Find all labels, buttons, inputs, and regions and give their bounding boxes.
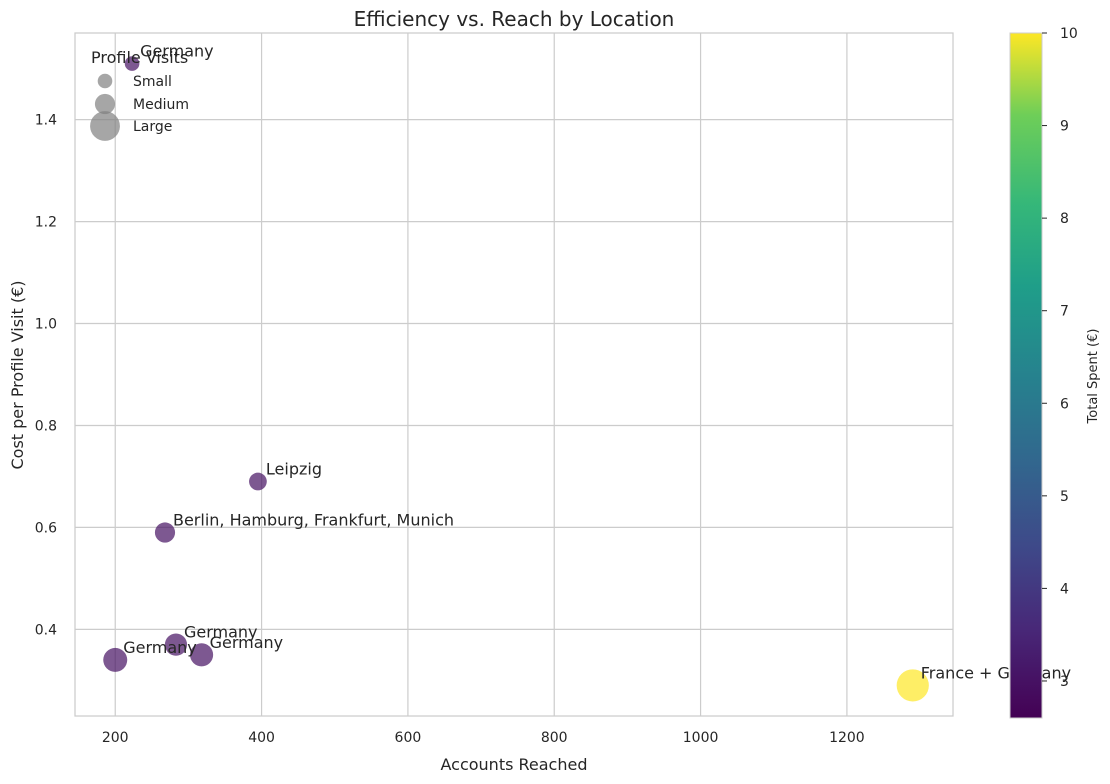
colorbar-tick-label: 8 (1060, 211, 1069, 227)
plot-frame (74, 32, 954, 717)
y-tick-label: 1.4 (35, 113, 57, 129)
x-tick-label: 400 (248, 730, 275, 746)
colorbar-tick-label: 9 (1060, 119, 1069, 135)
colorbar-tick-label: 3 (1060, 674, 1069, 690)
y-axis-label: Cost per Profile Visit (€) (8, 281, 27, 470)
size-legend-marker (97, 73, 113, 89)
colorbar-tick-label: 7 (1060, 304, 1069, 320)
size-legend-label: Small (133, 74, 172, 90)
data-point (103, 647, 128, 672)
size-legend-items: Small Medium Large (90, 73, 189, 141)
colorbar-tick-label: 6 (1060, 396, 1069, 412)
x-tick-label: 1000 (683, 730, 719, 746)
data-point (190, 643, 214, 667)
y-tick-label: 1.2 (35, 215, 57, 231)
data-point (124, 56, 140, 71)
data-point (896, 669, 929, 702)
y-tick-labels: 0.4 0.6 0.8 1.0 1.2 1.4 (35, 113, 57, 639)
data-point (164, 633, 188, 656)
size-legend-marker (90, 111, 120, 141)
point-labels: Germany Leipzig Berlin, Hamburg, Frankfurt… (123, 42, 1071, 683)
colorbar-bar (1009, 32, 1043, 719)
size-legend-label: Medium (133, 97, 189, 113)
size-legend-label: Large (133, 119, 172, 135)
point-label: Germany (184, 623, 258, 642)
data-points (103, 56, 929, 702)
colorbar-tick-label: 5 (1060, 489, 1069, 505)
size-legend-title: Profile Visits (91, 48, 188, 67)
y-tick-label: 0.8 (35, 418, 57, 434)
x-tick-label: 800 (541, 730, 568, 746)
y-tick-label: 0.4 (35, 622, 57, 638)
data-point (249, 472, 267, 491)
point-label: Leipzig (266, 460, 322, 479)
x-tick-label: 200 (102, 730, 129, 746)
point-label: France + Germany (921, 663, 1071, 682)
x-axis-label: Accounts Reached (440, 755, 587, 774)
data-point (154, 522, 176, 543)
grid-lines (75, 33, 953, 716)
size-legend-marker (94, 93, 116, 115)
x-tick-labels: 200 400 600 800 1000 1200 (102, 730, 865, 746)
x-tick-label: 1200 (829, 730, 865, 746)
size-legend: Profile Visits Small Medium Large (90, 48, 189, 141)
colorbar-tick-label: 4 (1060, 581, 1069, 597)
colorbar: 3 4 5 6 7 8 9 10 Total Spent (€) (1009, 26, 1101, 719)
point-label: Berlin, Hamburg, Frankfurt, Munich (173, 511, 454, 530)
colorbar-tick-label: 10 (1060, 26, 1078, 42)
colorbar-label: Total Spent (€) (1086, 329, 1101, 425)
chart-title: Efficiency vs. Reach by Location (354, 7, 675, 31)
colorbar-ticks: 3 4 5 6 7 8 9 10 (1042, 26, 1078, 690)
y-tick-label: 0.6 (35, 520, 57, 536)
point-label: Germany (140, 42, 214, 61)
point-label: Germany (210, 633, 284, 652)
y-tick-label: 1.0 (35, 317, 57, 333)
x-tick-label: 600 (395, 730, 422, 746)
point-label: Germany (123, 638, 197, 657)
